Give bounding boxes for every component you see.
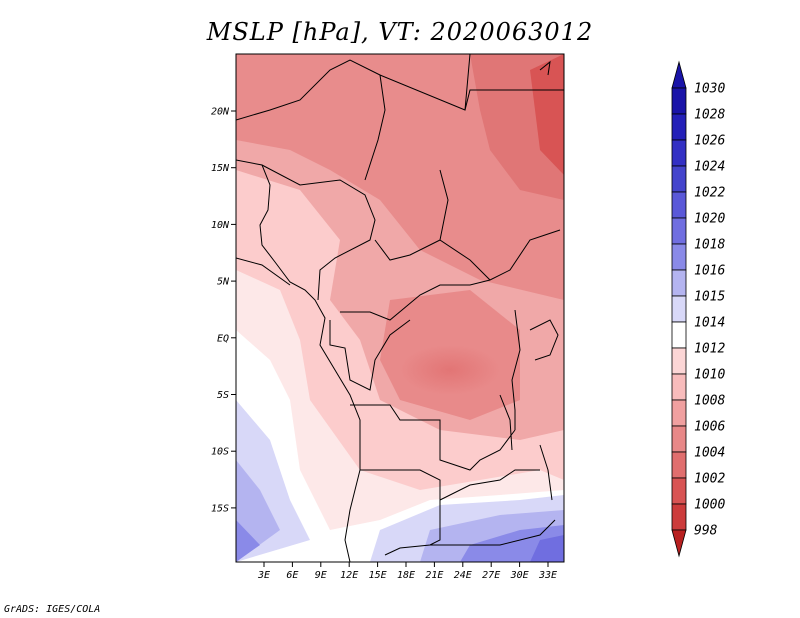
border-botswana xyxy=(430,519,556,546)
credit-label: GrADS: IGES/COLA xyxy=(4,604,101,615)
lon-tick-label: 24E xyxy=(454,570,472,581)
field-1022-south xyxy=(530,535,564,562)
colorbar: 1030 1028 1026 1024 1022 1020 1018 1016 1015 1014… xyxy=(671,60,725,558)
border-drc-angola xyxy=(350,404,516,471)
colorbar-swatch xyxy=(671,243,687,271)
colorbar-swatch xyxy=(671,321,687,349)
border-egypt-sudan xyxy=(464,89,564,111)
lat-tick-label: 10S xyxy=(211,447,229,458)
border-zambia xyxy=(439,469,540,501)
colorbar-swatch xyxy=(671,399,687,427)
lake-tanganyika xyxy=(499,394,513,451)
colorbar-label: 1008 xyxy=(694,394,725,409)
colorbar-swatch xyxy=(671,425,687,453)
lat-tick-label: 10N xyxy=(211,220,230,231)
colorbar-label: 1026 xyxy=(694,134,725,149)
border-congo-gabon xyxy=(329,319,411,391)
colorbar-label: 1024 xyxy=(694,160,725,175)
gulf-of-guinea-coast xyxy=(236,257,291,286)
lon-tick-label: 30E xyxy=(510,570,529,581)
field-low-center xyxy=(400,345,500,395)
nile-delta xyxy=(539,60,551,76)
border-nigeria-north xyxy=(261,164,376,301)
colorbar-label: 1016 xyxy=(694,264,725,279)
field-1020-west xyxy=(236,520,260,562)
colorbar-label: 1020 xyxy=(694,212,725,227)
colorbar-swatch xyxy=(671,191,687,219)
colorbar-top-arrow xyxy=(671,60,687,89)
lon-tick-label: 27E xyxy=(482,570,500,581)
longitude-axis: 3E 6E 9E 12E 15E 18E 21E 24E 27E 30E 33E xyxy=(257,562,557,581)
colorbar-label: 1002 xyxy=(694,472,725,487)
border-car-north xyxy=(374,239,441,261)
colorbar-label: 1000 xyxy=(694,498,725,513)
lat-tick-label: 20N xyxy=(211,107,230,118)
colorbar-swatch xyxy=(671,139,687,167)
colorbar-label: 1014 xyxy=(694,316,725,331)
lon-tick-label: 9E xyxy=(315,570,327,581)
lon-tick-label: 6E xyxy=(286,570,298,581)
colorbar-swatch xyxy=(671,113,687,141)
lon-tick-label: 3E xyxy=(257,570,270,581)
lat-tick-label: 5S xyxy=(217,390,229,401)
colorbar-label: 1028 xyxy=(694,108,725,123)
colorbar-label: 1022 xyxy=(694,186,725,201)
colorbar-swatch xyxy=(671,451,687,479)
border-niger-chad xyxy=(364,74,386,181)
border-algeria-niger xyxy=(236,59,381,121)
border-angola-namibia xyxy=(360,469,441,556)
border-drc-east xyxy=(511,309,521,430)
colorbar-swatch xyxy=(671,477,687,505)
map-frame xyxy=(235,53,565,563)
border-uganda xyxy=(529,319,559,361)
colorbar-swatch xyxy=(671,503,687,531)
colorbar-swatch xyxy=(671,165,687,193)
colorbar-label: 1030 xyxy=(694,82,725,97)
lon-tick-label: 21E xyxy=(425,570,443,581)
colorbar-label: 1015 xyxy=(694,290,725,305)
lon-tick-label: 15E xyxy=(369,570,387,581)
lake-malawi xyxy=(539,444,553,501)
field-1004 xyxy=(530,54,564,175)
pressure-field xyxy=(236,54,564,562)
colorbar-swatch xyxy=(671,295,687,323)
colorbar-swatch xyxy=(671,87,687,115)
colorbar-swatch xyxy=(671,217,687,245)
latitude-axis: 20N 15N 10N 5N EQ 5S 10S 15S xyxy=(211,107,236,514)
lon-tick-label: 12E xyxy=(340,570,358,581)
colorbar-label: 998 xyxy=(694,524,718,539)
lon-tick-label: 18E xyxy=(397,570,415,581)
country-borders xyxy=(236,54,564,562)
colorbar-bottom-arrow xyxy=(671,529,687,558)
colorbar-label: 1018 xyxy=(694,238,725,253)
lat-tick-label: 5N xyxy=(217,277,230,288)
colorbar-swatch xyxy=(671,269,687,297)
border-car-south xyxy=(340,279,491,321)
map-title: MSLP [hPa], VT: 2020063012 xyxy=(206,18,594,46)
lat-tick-label: 15S xyxy=(211,503,229,514)
colorbar-label: 1012 xyxy=(694,342,725,357)
colorbar-label: 1010 xyxy=(694,368,725,383)
lat-tick-label: EQ xyxy=(217,333,229,344)
colorbar-label: 1004 xyxy=(694,446,725,461)
colorbar-swatch xyxy=(671,347,687,375)
field-1014 xyxy=(236,270,564,562)
lon-tick-label: 33E xyxy=(538,570,557,581)
colorbar-label: 1006 xyxy=(694,420,725,435)
lat-tick-label: 15N xyxy=(211,163,230,174)
colorbar-swatch xyxy=(671,373,687,401)
